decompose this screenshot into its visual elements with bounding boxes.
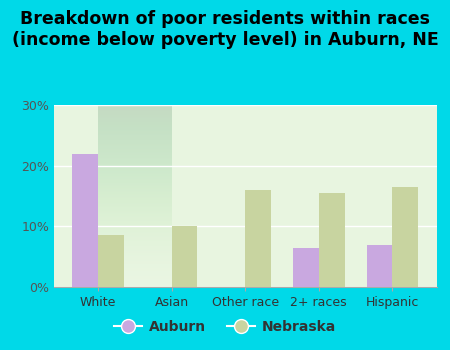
Bar (293, 247, 319, 287)
Bar (98, 236, 124, 287)
Bar (72, 154, 98, 287)
Legend: Auburn, Nebraska: Auburn, Nebraska (108, 314, 342, 340)
Text: Breakdown of poor residents within races
(income below poverty level) in Auburn,: Breakdown of poor residents within races… (12, 10, 438, 49)
Bar (245, 190, 271, 287)
Bar (392, 187, 418, 287)
Bar (319, 193, 345, 287)
Bar (367, 245, 392, 287)
Bar (172, 226, 198, 287)
